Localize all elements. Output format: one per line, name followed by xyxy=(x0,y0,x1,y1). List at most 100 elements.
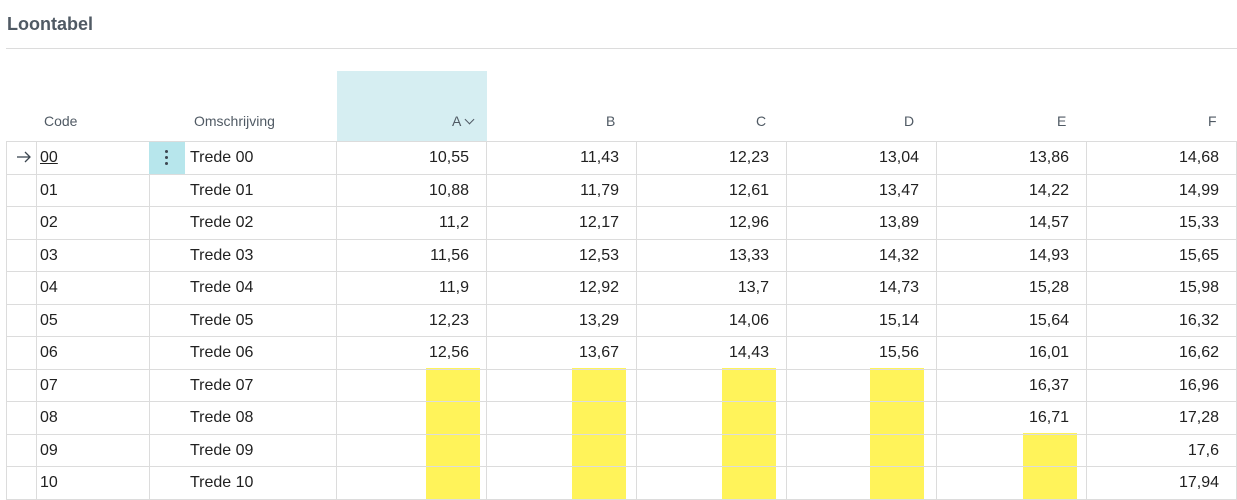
table-cell-d[interactable] xyxy=(819,370,919,402)
table-cell-d[interactable]: 13,89 xyxy=(878,214,919,231)
table-cell-e[interactable]: 15,28 xyxy=(1028,279,1069,296)
table-cell-f[interactable]: 17,28 xyxy=(1178,409,1219,426)
table-row-code[interactable]: 10 xyxy=(40,474,58,491)
table-cell-f[interactable]: 16,96 xyxy=(1178,377,1219,394)
table-cell-f[interactable]: 15,65 xyxy=(1178,247,1219,264)
table-cell-d[interactable]: 13,47 xyxy=(878,182,919,199)
table-cell-d[interactable]: 14,32 xyxy=(878,247,919,264)
column-header-omschrijving[interactable]: Omschrijving xyxy=(194,113,275,129)
column-header-a[interactable]: A xyxy=(452,113,475,129)
table-cell-d[interactable] xyxy=(819,467,919,499)
table-row-code[interactable]: 09 xyxy=(40,442,58,459)
table-cell-d[interactable] xyxy=(819,435,919,467)
table-row-code[interactable]: 05 xyxy=(40,312,58,329)
table-cell-c[interactable]: 12,96 xyxy=(728,214,769,231)
column-header-e[interactable]: E xyxy=(1057,113,1067,129)
column-header-d[interactable]: D xyxy=(904,113,915,129)
table-row-code[interactable]: 02 xyxy=(40,214,58,231)
row-divider xyxy=(6,401,1237,402)
table-cell-d[interactable]: 15,14 xyxy=(878,312,919,329)
table-cell-c[interactable] xyxy=(669,467,769,499)
table-row-description: Trede 01 xyxy=(190,182,254,199)
row-divider xyxy=(6,434,1237,435)
table-cell-b[interactable] xyxy=(519,402,619,434)
row-menu-button[interactable] xyxy=(149,142,185,174)
column-header-f[interactable]: F xyxy=(1208,113,1217,129)
table-cell-c[interactable] xyxy=(669,370,769,402)
row-divider xyxy=(6,174,1237,175)
table-cell-c[interactable]: 13,33 xyxy=(728,247,769,264)
column-a-header-selected xyxy=(337,71,487,141)
table-cell-e[interactable]: 14,57 xyxy=(1028,214,1069,231)
table-cell-c[interactable]: 12,61 xyxy=(728,182,769,199)
highlight-block xyxy=(870,368,924,499)
table-cell-e[interactable]: 16,71 xyxy=(1028,409,1069,426)
table-cell-b[interactable]: 12,17 xyxy=(578,214,619,231)
table-cell-a[interactable] xyxy=(369,402,469,434)
table-cell-b[interactable]: 13,67 xyxy=(578,344,619,361)
table-row-code[interactable]: 06 xyxy=(40,344,58,361)
table-cell-b[interactable] xyxy=(519,435,619,467)
table-cell-c[interactable]: 13,7 xyxy=(737,279,769,296)
more-vertical-icon xyxy=(165,150,168,166)
table-cell-e[interactable]: 15,64 xyxy=(1028,312,1069,329)
table-cell-a[interactable]: 11,9 xyxy=(439,279,469,296)
table-cell-b[interactable] xyxy=(519,370,619,402)
column-header-c[interactable]: C xyxy=(756,113,767,129)
table-cell-c[interactable] xyxy=(669,402,769,434)
table-row-code[interactable]: 08 xyxy=(40,409,58,426)
table-cell-c[interactable]: 12,23 xyxy=(728,149,769,166)
table-cell-a[interactable] xyxy=(369,435,469,467)
table-cell-b[interactable]: 11,79 xyxy=(580,182,619,199)
highlight-block xyxy=(722,368,776,499)
table-cell-b[interactable]: 11,43 xyxy=(580,149,619,166)
table-cell-e[interactable]: 14,22 xyxy=(1028,182,1069,199)
table-cell-e[interactable]: 16,37 xyxy=(1028,377,1069,394)
table-cell-b[interactable]: 12,92 xyxy=(578,279,619,296)
table-cell-c[interactable] xyxy=(669,435,769,467)
table-cell-d[interactable] xyxy=(819,402,919,434)
table-cell-b[interactable]: 12,53 xyxy=(578,247,619,264)
table-cell-f[interactable]: 14,99 xyxy=(1178,182,1219,199)
column-header-b[interactable]: B xyxy=(606,113,616,129)
table-cell-a[interactable]: 10,88 xyxy=(428,182,469,199)
table-cell-a[interactable]: 11,56 xyxy=(430,247,469,264)
table-cell-a[interactable]: 11,2 xyxy=(439,214,469,231)
table-cell-f[interactable]: 14,68 xyxy=(1178,149,1219,166)
table-row-code[interactable]: 00 xyxy=(40,149,58,166)
table-cell-e[interactable]: 13,86 xyxy=(1028,149,1069,166)
table-row-description: Trede 08 xyxy=(190,409,254,426)
table-cell-f[interactable]: 16,62 xyxy=(1178,344,1219,361)
chevron-down-icon[interactable] xyxy=(464,114,475,125)
table-cell-f[interactable]: 15,98 xyxy=(1178,279,1219,296)
table-row-code[interactable]: 07 xyxy=(40,377,58,394)
column-header-code[interactable]: Code xyxy=(44,113,78,129)
table-cell-f[interactable]: 16,32 xyxy=(1178,312,1219,329)
table-cell-e[interactable] xyxy=(969,467,1069,499)
table-cell-e[interactable]: 16,01 xyxy=(1028,344,1069,361)
highlight-block xyxy=(572,368,626,499)
table-cell-a[interactable]: 12,56 xyxy=(428,344,469,361)
table-cell-c[interactable]: 14,43 xyxy=(728,344,769,361)
arrow-right-icon xyxy=(17,151,31,163)
table-cell-a[interactable] xyxy=(369,467,469,499)
table-cell-d[interactable]: 14,73 xyxy=(878,279,919,296)
table-row-code[interactable]: 03 xyxy=(40,247,58,264)
table-cell-a[interactable]: 12,23 xyxy=(428,312,469,329)
table-cell-a[interactable] xyxy=(369,370,469,402)
table-row-code[interactable]: 01 xyxy=(40,182,58,199)
table-cell-b[interactable]: 13,29 xyxy=(578,312,619,329)
table-row-code[interactable]: 04 xyxy=(40,279,58,296)
table-cell-f[interactable]: 17,6 xyxy=(1187,442,1219,459)
table-cell-c[interactable]: 14,06 xyxy=(728,312,769,329)
table-cell-a[interactable]: 10,55 xyxy=(428,149,469,166)
table-cell-d[interactable]: 13,04 xyxy=(878,149,919,166)
table-cell-f[interactable]: 17,94 xyxy=(1178,474,1219,491)
table-cell-e[interactable]: 14,93 xyxy=(1028,247,1069,264)
table-cell-f[interactable]: 15,33 xyxy=(1178,214,1219,231)
table-cell-d[interactable]: 15,56 xyxy=(878,344,919,361)
table-cell-b[interactable] xyxy=(519,467,619,499)
table-row-description: Trede 00 xyxy=(190,149,254,166)
table-cell-e[interactable] xyxy=(969,435,1069,467)
column-divider xyxy=(936,141,937,499)
